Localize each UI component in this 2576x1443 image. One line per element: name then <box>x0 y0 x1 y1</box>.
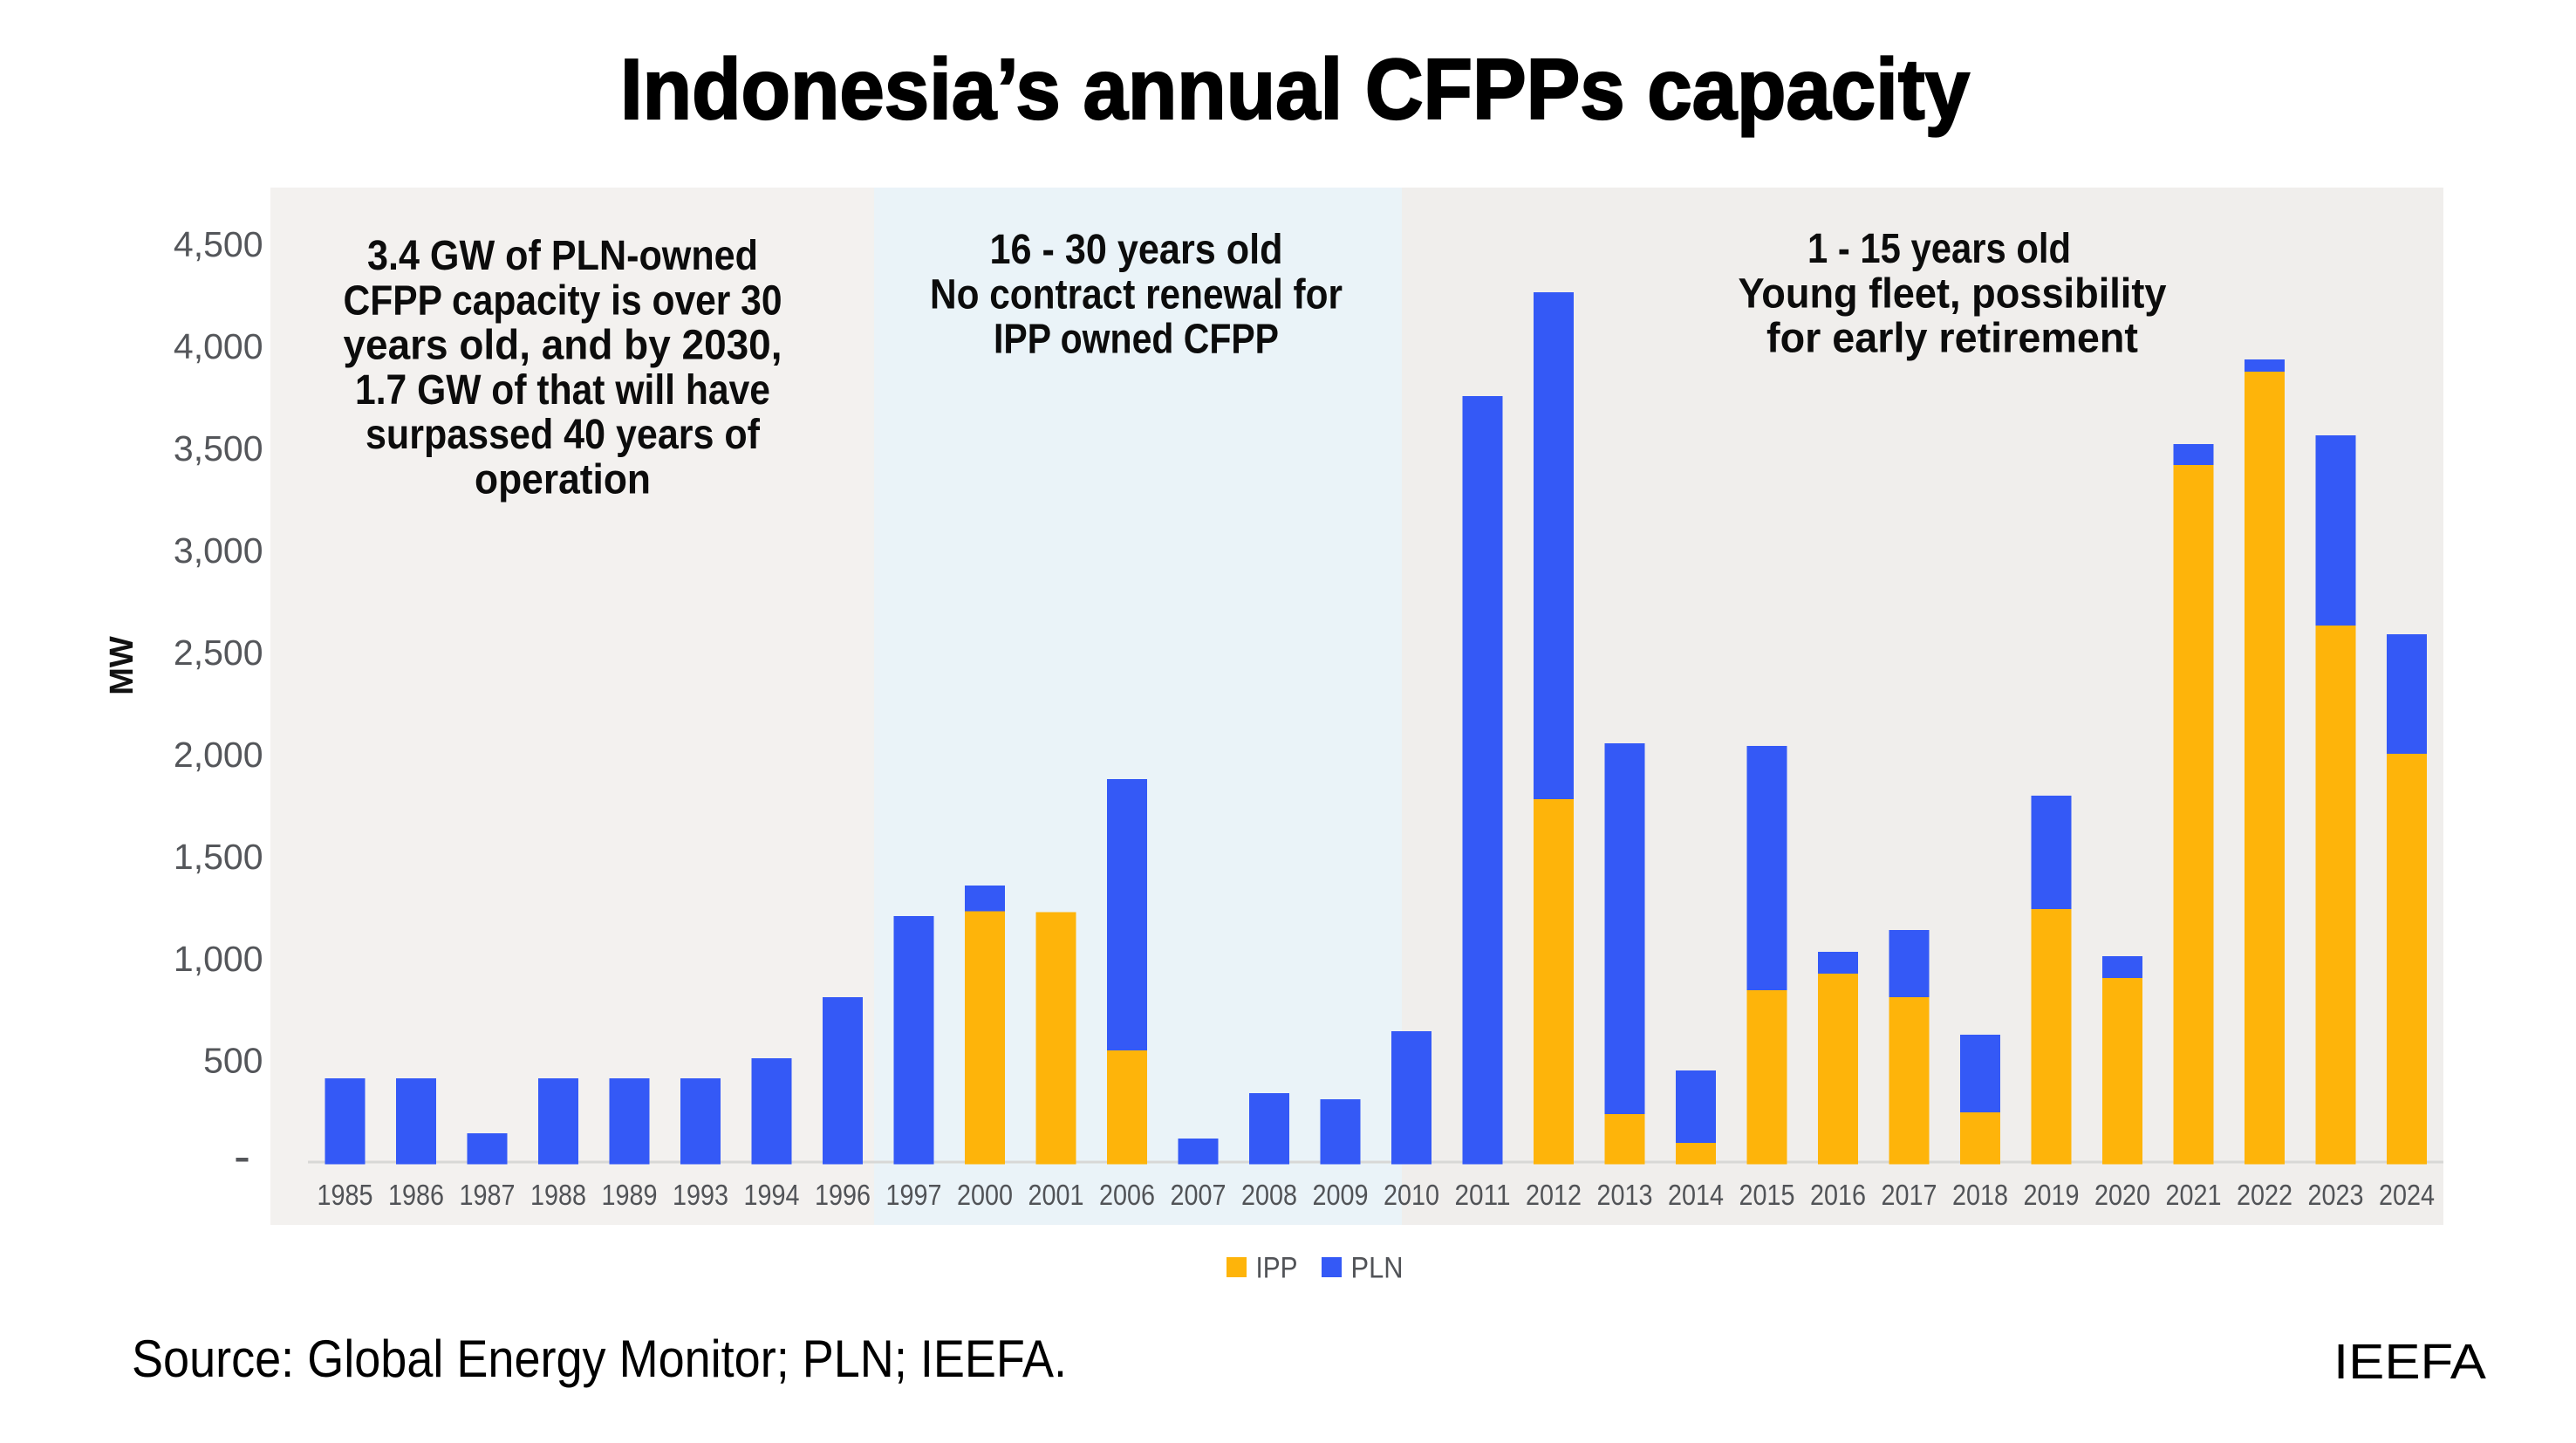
svg-text:3,000: 3,000 <box>174 530 263 571</box>
svg-text:2001: 2001 <box>1028 1179 1084 1211</box>
svg-text:1993: 1993 <box>673 1179 728 1211</box>
svg-text:2006: 2006 <box>1099 1179 1155 1211</box>
svg-text:500: 500 <box>203 1041 263 1081</box>
svg-text:2016: 2016 <box>1810 1179 1866 1211</box>
svg-text:2013: 2013 <box>1597 1179 1653 1211</box>
svg-text:16 - 30 years old: 16 - 30 years old <box>990 227 1283 273</box>
svg-text:PLN: PLN <box>1351 1252 1404 1285</box>
svg-text:1994: 1994 <box>744 1179 800 1211</box>
svg-text:for early retirement: for early retirement <box>1766 316 2138 362</box>
svg-text:2011: 2011 <box>1455 1179 1511 1211</box>
svg-text:Young fleet, possibility: Young fleet, possibility <box>1739 270 2167 317</box>
svg-text:2,500: 2,500 <box>174 633 263 673</box>
svg-text:1996: 1996 <box>815 1179 871 1211</box>
svg-text:MW: MW <box>104 636 140 695</box>
svg-text:1,500: 1,500 <box>174 837 263 877</box>
svg-text:2015: 2015 <box>1739 1179 1795 1211</box>
svg-text:4,500: 4,500 <box>174 224 263 264</box>
svg-text:1989: 1989 <box>602 1179 658 1211</box>
svg-text:2017: 2017 <box>1882 1179 1937 1211</box>
svg-text:IPP owned CFPP: IPP owned CFPP <box>994 317 1279 363</box>
svg-text:4,000: 4,000 <box>174 326 263 366</box>
svg-text:years old, and by 2030,: years old, and by 2030, <box>344 323 782 369</box>
svg-text:2019: 2019 <box>2024 1179 2080 1211</box>
svg-text:1 - 15 years old: 1 - 15 years old <box>1807 226 2071 272</box>
svg-text:Indonesia’s annual CFPPs capac: Indonesia’s annual CFPPs capacity <box>620 41 1970 137</box>
svg-text:2014: 2014 <box>1668 1179 1724 1211</box>
svg-text:2008: 2008 <box>1241 1179 1297 1211</box>
svg-text:1997: 1997 <box>886 1179 942 1211</box>
svg-text:1,000: 1,000 <box>174 939 263 979</box>
svg-text:2020: 2020 <box>2094 1179 2150 1211</box>
svg-text:1987: 1987 <box>460 1179 516 1211</box>
svg-text:IEEFA: IEEFA <box>2333 1334 2486 1390</box>
svg-text:2024: 2024 <box>2379 1179 2435 1211</box>
svg-text:2022: 2022 <box>2237 1179 2292 1211</box>
svg-text:2000: 2000 <box>957 1179 1013 1211</box>
svg-text:Source: Global Energy Monitor;: Source: Global Energy Monitor; PLN; IEEF… <box>132 1330 1067 1388</box>
svg-text:3.4 GW of PLN-owned: 3.4 GW of PLN-owned <box>367 233 758 279</box>
svg-text:surpassed 40 years of: surpassed 40 years of <box>366 412 761 458</box>
svg-text:operation: operation <box>475 457 651 503</box>
svg-text:3,500: 3,500 <box>174 428 263 468</box>
svg-text:1.7 GW of that will have: 1.7 GW of that will have <box>355 367 770 414</box>
svg-text:2,000: 2,000 <box>174 735 263 775</box>
svg-text:2018: 2018 <box>1952 1179 2008 1211</box>
svg-text:No contract renewal for: No contract renewal for <box>930 271 1343 318</box>
svg-text:1985: 1985 <box>318 1179 373 1211</box>
svg-text:2007: 2007 <box>1171 1179 1227 1211</box>
svg-text:2012: 2012 <box>1526 1179 1582 1211</box>
svg-text:2023: 2023 <box>2308 1179 2364 1211</box>
svg-text:1986: 1986 <box>388 1179 444 1211</box>
svg-text:2009: 2009 <box>1313 1179 1369 1211</box>
svg-text:2010: 2010 <box>1384 1179 1439 1211</box>
svg-text:2021: 2021 <box>2166 1179 2222 1211</box>
svg-text:IPP: IPP <box>1256 1252 1298 1285</box>
svg-text:CFPP capacity is over 30: CFPP capacity is over 30 <box>344 277 782 324</box>
svg-text:1988: 1988 <box>530 1179 586 1211</box>
